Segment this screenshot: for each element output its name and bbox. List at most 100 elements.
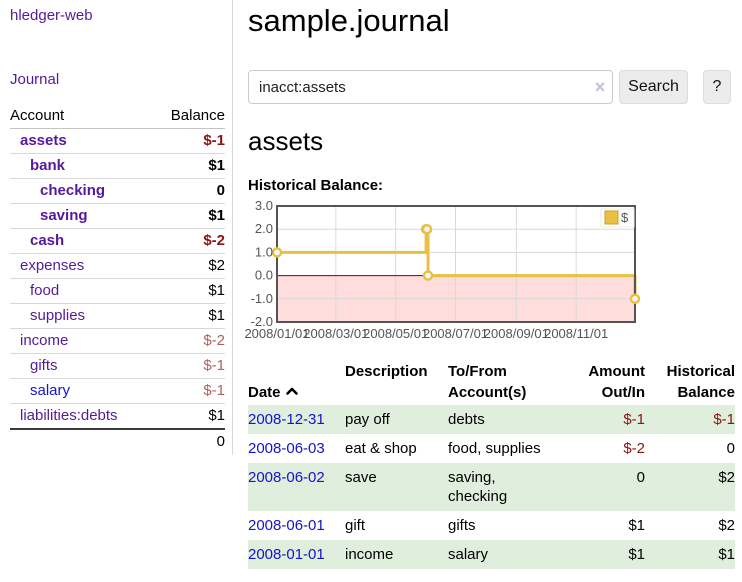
- sidebar-item-journal[interactable]: Journal: [10, 71, 60, 88]
- account-balance: $1: [152, 203, 225, 229]
- account-link-expenses[interactable]: expenses: [20, 257, 85, 274]
- x-axis-tick-label: 2008/05/01: [363, 326, 428, 341]
- sort-ascending-icon: [285, 387, 298, 395]
- x-axis-tick-label: 2008/03/01: [303, 326, 368, 341]
- transaction-accounts: saving, checking: [448, 469, 508, 505]
- register-row: 2008-06-01 gift gifts $1 $2: [248, 511, 735, 540]
- legend-label: $: [621, 210, 629, 225]
- accounts-total-balance: 0: [216, 433, 225, 450]
- transaction-date-link[interactable]: 2008-12-31: [248, 411, 325, 428]
- account-link-bank[interactable]: bank: [30, 157, 66, 174]
- transaction-description: eat & shop: [345, 440, 417, 457]
- transaction-balance: 0: [726, 440, 735, 457]
- accounts-table-header: Account Balance: [10, 105, 225, 129]
- transaction-description: gift: [345, 517, 366, 534]
- clear-search-icon[interactable]: ×: [594, 77, 606, 97]
- register-row: 2008-01-01 income salary $1 $1: [248, 540, 735, 569]
- transaction-accounts: debts: [448, 411, 485, 428]
- y-axis-tick-label: -1.0: [251, 291, 273, 306]
- transaction-description: pay off: [345, 411, 390, 428]
- transaction-balance: $2: [718, 517, 735, 534]
- account-row: checking 0: [10, 178, 225, 204]
- register-header-amount: Amount Out/In: [588, 363, 645, 401]
- account-balance: $-2: [152, 228, 225, 254]
- accounts-header-balance: Balance: [152, 105, 225, 129]
- x-axis-tick-label: 2008/01/01: [244, 326, 309, 341]
- account-balance: $1: [152, 278, 225, 304]
- transaction-balance: $1: [718, 546, 735, 563]
- register-table: Date Description To/From Account(s) Amou…: [248, 357, 735, 569]
- account-balance: $-1: [152, 378, 225, 404]
- account-row: bank $1: [10, 153, 225, 179]
- transaction-date-link[interactable]: 2008-06-01: [248, 517, 325, 534]
- register-header-tofrom: To/From Account(s): [448, 363, 527, 401]
- transaction-amount: $-1: [623, 411, 645, 428]
- account-row: supplies $1: [10, 303, 225, 329]
- x-axis-tick-label: 2008/07/01: [423, 326, 488, 341]
- balance-chart: $3.0 2.0 1.0 0.0 -1.0 -2.02008/01/012008/03/0…: [244, 200, 641, 341]
- x-axis-tick-label: 2008/11/01: [544, 326, 608, 341]
- page-title: sample.journal: [248, 3, 450, 38]
- register-header-date[interactable]: Date: [248, 357, 345, 405]
- transaction-accounts: salary: [448, 546, 489, 563]
- register-header-row: Date Description To/From Account(s) Amou…: [248, 357, 735, 405]
- transaction-accounts: gifts: [448, 517, 476, 534]
- transaction-amount: $1: [628, 546, 645, 563]
- app-brand-link[interactable]: hledger-web: [10, 7, 93, 24]
- register-row: 2008-06-03 eat & shop food, supplies $-2…: [248, 434, 735, 463]
- chart-border: [276, 205, 636, 323]
- y-axis-tick-label: -2.0: [251, 314, 273, 329]
- account-row: saving $1: [10, 203, 225, 229]
- account-row: assets $-1: [10, 128, 225, 154]
- search-input[interactable]: [248, 70, 613, 104]
- account-balance: $1: [152, 303, 225, 329]
- transaction-date-link[interactable]: 2008-06-03: [248, 440, 325, 457]
- account-balance: $-2: [152, 328, 225, 354]
- accounts-table: Account Balance assets $-1 bank $1 check…: [10, 105, 225, 454]
- accounts-header-account: Account: [10, 105, 153, 129]
- account-link-saving[interactable]: saving: [40, 207, 88, 224]
- transaction-description: income: [345, 546, 394, 563]
- search-button[interactable]: Search: [619, 70, 688, 104]
- account-balance: $2: [152, 253, 225, 279]
- account-link-liabilities-debts[interactable]: liabilities:debts: [20, 407, 118, 424]
- date-header-label: Date: [248, 384, 281, 401]
- account-link-assets[interactable]: assets: [20, 132, 67, 149]
- data-point-marker: [629, 293, 641, 305]
- legend-color-swatch: [604, 210, 619, 225]
- register-header-description: Description: [345, 363, 428, 380]
- transaction-description: save: [345, 469, 377, 486]
- data-point-marker: [422, 270, 434, 281]
- account-balance: $-1: [152, 128, 225, 154]
- account-balance: 0: [152, 178, 225, 204]
- register-row: 2008-06-02 save saving, checking 0 $2: [248, 463, 735, 511]
- transaction-accounts: food, supplies: [448, 440, 541, 457]
- account-heading: assets: [248, 126, 324, 156]
- help-button[interactable]: ?: [703, 70, 731, 104]
- y-axis-tick-label: 0.0: [255, 268, 273, 283]
- account-row: liabilities:debts $1: [10, 403, 225, 430]
- y-axis-tick-label: 1.0: [255, 244, 273, 259]
- data-point-marker: [271, 247, 283, 258]
- account-link-gifts[interactable]: gifts: [30, 357, 58, 374]
- account-link-cash[interactable]: cash: [30, 232, 65, 249]
- transaction-date-link[interactable]: 2008-01-01: [248, 546, 325, 563]
- account-balance: $-1: [152, 353, 225, 379]
- account-link-food[interactable]: food: [30, 282, 60, 299]
- account-balance: $1: [152, 153, 225, 179]
- account-link-salary[interactable]: salary: [30, 382, 71, 399]
- account-link-checking[interactable]: checking: [40, 182, 106, 199]
- account-row: food $1: [10, 278, 225, 304]
- transaction-date-link[interactable]: 2008-06-02: [248, 469, 325, 486]
- transaction-amount: $1: [628, 517, 645, 534]
- account-row: cash $-2: [10, 228, 225, 254]
- account-row: expenses $2: [10, 253, 225, 279]
- y-axis-tick-label: 3.0: [255, 200, 273, 213]
- x-axis-tick-label: 2008/09/01: [484, 326, 549, 341]
- account-balance: $1: [152, 403, 225, 430]
- sidebar: hledger-web Journal Account Balance asse…: [0, 0, 233, 455]
- transaction-balance: $2: [718, 469, 735, 486]
- account-link-supplies[interactable]: supplies: [30, 307, 86, 324]
- transaction-amount: 0: [636, 469, 645, 486]
- account-link-income[interactable]: income: [20, 332, 69, 349]
